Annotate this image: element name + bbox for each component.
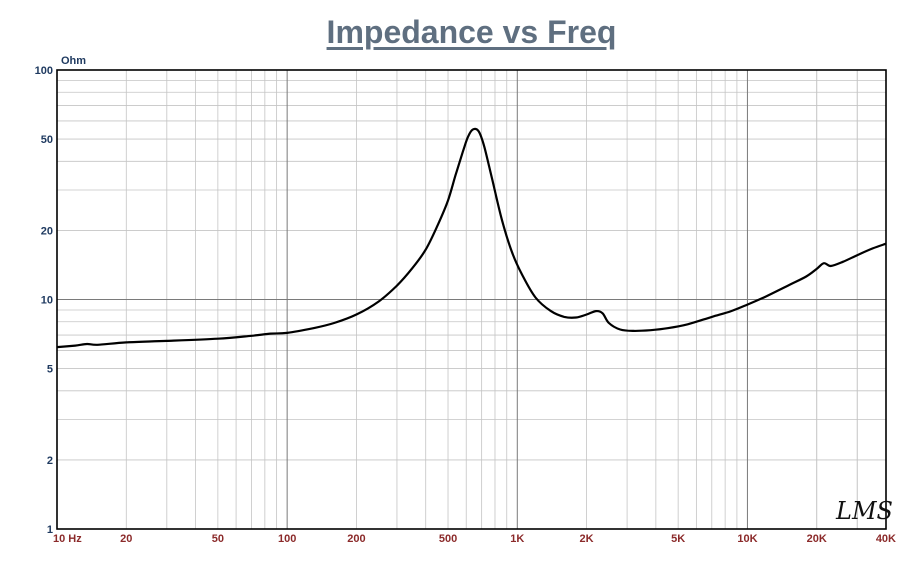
y-tick-label: 100 xyxy=(35,65,53,77)
x-tick-label: 50 xyxy=(212,533,224,545)
y-tick-label: 50 xyxy=(41,134,53,146)
impedance-curve xyxy=(56,127,887,349)
x-tick-label: 200 xyxy=(347,533,365,545)
y-tick-labels: 100 50 20 10 5 2 1 xyxy=(35,65,53,536)
lms-signature: LMS xyxy=(835,497,893,525)
x-tick-label: 5K xyxy=(671,533,685,545)
y-tick-label: 10 xyxy=(41,295,53,307)
x-tick-label: 10K xyxy=(737,533,757,545)
y-tick-label: 20 xyxy=(41,225,53,237)
x-tick-label: 10 Hz xyxy=(53,533,82,545)
x-tick-labels: 10 Hz 20 50 100 200 500 1K 2K 5K 10K 20K 40K xyxy=(53,533,896,545)
y-tick-label: 5 xyxy=(47,364,53,376)
x-tick-label: 20 xyxy=(120,533,132,545)
x-tick-label: 500 xyxy=(439,533,457,545)
y-axis-unit: Ohm xyxy=(61,55,86,67)
x-tick-label: 100 xyxy=(278,533,296,545)
x-tick-label: 1K xyxy=(510,533,524,545)
y-tick-label: 1 xyxy=(47,524,53,536)
x-tick-label: 40K xyxy=(876,533,896,545)
x-tick-label: 2K xyxy=(580,533,594,545)
y-tick-label: 2 xyxy=(47,455,53,467)
x-tick-label: 20K xyxy=(807,533,827,545)
plot-frame xyxy=(56,69,887,530)
chart-title: Impedance vs Freq xyxy=(326,14,617,50)
